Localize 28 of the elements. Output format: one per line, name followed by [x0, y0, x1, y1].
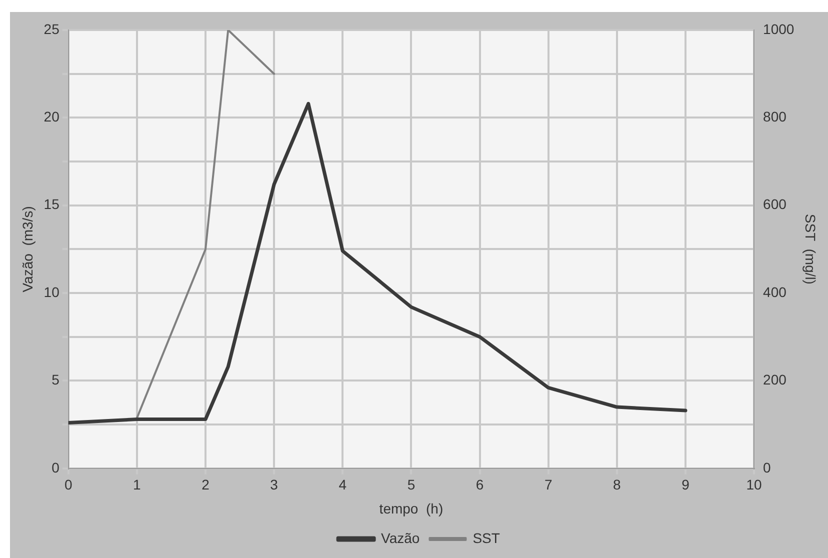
y-tick-label: 15: [44, 196, 60, 212]
y-tick-label: 20: [44, 108, 60, 125]
x-tick-label: 5: [407, 476, 416, 493]
x-tick-label: 7: [544, 476, 552, 493]
x-tick-label: 6: [476, 476, 484, 493]
x-tick-label: 3: [270, 476, 278, 493]
x-tick-label: 8: [613, 476, 622, 493]
x-tick-label: 9: [682, 476, 690, 493]
y-tick-label: 0: [52, 459, 60, 476]
legend-label: Vazão: [381, 530, 420, 546]
y2-tick-label: 800: [763, 108, 787, 125]
x-axis-title: tempo (h): [379, 500, 444, 516]
y-tick-label: 25: [44, 20, 60, 37]
y2-tick-label: 400: [763, 284, 787, 300]
x-tick-label: 0: [64, 476, 72, 493]
y-tick-label: 5: [52, 372, 60, 388]
y-tick-label: 10: [44, 284, 60, 300]
y2-tick-label: 200: [763, 372, 787, 388]
x-tick-label: 2: [202, 476, 210, 493]
y2-tick-label: 0: [763, 459, 772, 476]
y2-tick-label: 1000: [763, 20, 794, 37]
x-tick-label: 1: [133, 476, 142, 493]
y-axis-title: Vazão (m3/s): [19, 206, 36, 292]
y2-axis-title: SST (mg/l): [802, 214, 819, 284]
x-tick-label: 4: [338, 476, 347, 493]
legend-label: SST: [472, 530, 500, 546]
x-tick-label: 10: [746, 476, 762, 493]
y2-tick-label: 600: [763, 196, 787, 212]
